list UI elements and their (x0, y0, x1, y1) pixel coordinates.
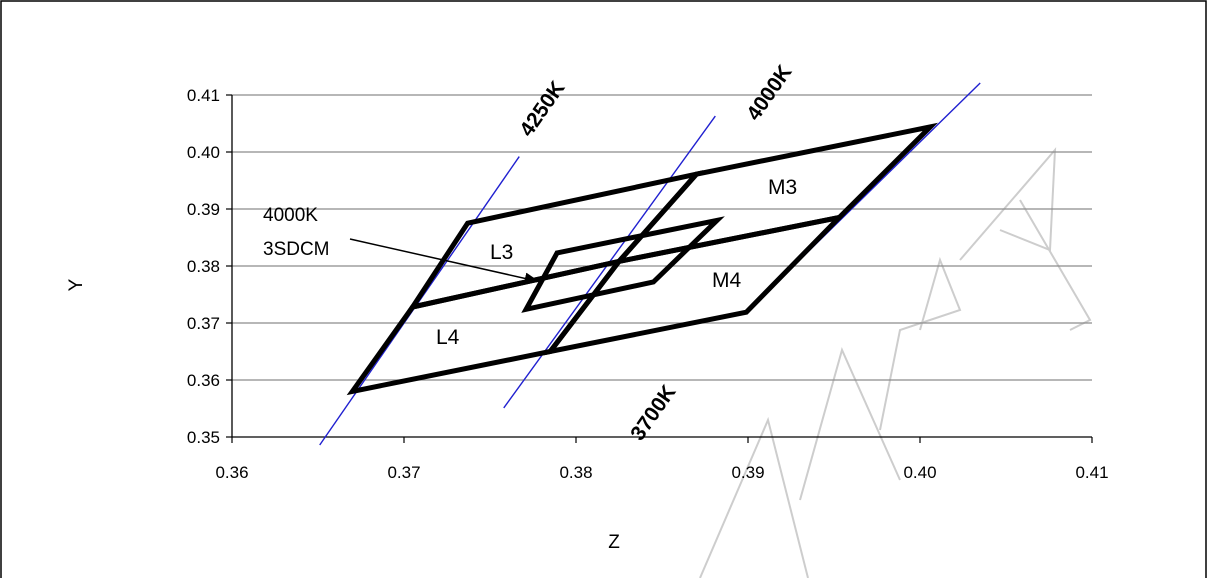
y-tick-label-3: 0.38 (187, 257, 220, 276)
region-label-L4: L4 (436, 326, 460, 349)
region-M4 (544, 213, 847, 356)
y-tick-label-4: 0.39 (187, 200, 220, 219)
annotation-arrow (349, 238, 540, 285)
axes (226, 94, 1093, 443)
x-tick-label-2: 0.38 (559, 463, 592, 482)
x-tick-label-3: 0.39 (731, 463, 764, 482)
annotation-line-1: 4000K (263, 205, 318, 226)
x-tick-label-0: 0.36 (215, 463, 248, 482)
y-tick-label-5: 0.40 (187, 143, 220, 162)
x-tick-labels: 0.36 0.37 0.38 0.39 0.40 0.41 (215, 463, 1108, 482)
x-tick-label-1: 0.37 (387, 463, 420, 482)
region-label-M4: M4 (712, 269, 741, 292)
y-tick-label-2: 0.37 (187, 314, 220, 333)
region-label-L3: L3 (490, 241, 513, 264)
gridlines (232, 94, 1092, 381)
x-tick-label-5: 0.41 (1075, 463, 1108, 482)
y-tick-labels: 0.35 0.36 0.37 0.38 0.39 0.40 0.41 (187, 86, 220, 447)
region-4000K-3SDCM (521, 216, 725, 313)
x-axis-title: Z (608, 532, 620, 553)
y-axis-title: Y (66, 278, 87, 291)
bin-regions (346, 122, 938, 396)
y-tick-label-1: 0.36 (187, 371, 220, 390)
y-tick-label-0: 0.35 (187, 428, 220, 447)
annotation-line-2: 3SDCM (263, 239, 330, 260)
y-tick-label-6: 0.41 (187, 86, 220, 105)
region-label-M3: M3 (768, 176, 797, 199)
x-tick-label-4: 0.40 (903, 463, 936, 482)
